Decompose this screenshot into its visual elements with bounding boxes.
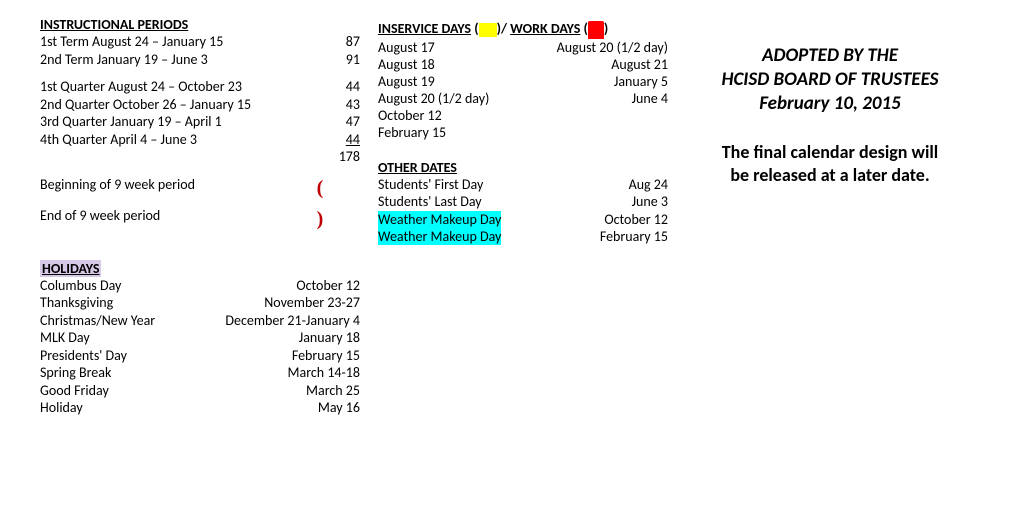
quarter-days: 44 [312,78,360,96]
yellow-swatch-icon [479,23,497,37]
end-period-row: End of 9 week period ) [40,207,360,232]
other-dates-title: OTHER DATES [378,159,668,176]
right-column: ADOPTED BY THE HCISD BOARD OF TRUSTEES F… [670,44,990,186]
adopted-line: HCISD BOARD OF TRUSTEES [670,68,990,92]
holiday-row: MLK DayJanuary 18 [40,329,360,347]
note-line: The final calendar design will [670,141,990,164]
quarter-row: 4th Quarter April 4 – June 3 44 [40,131,360,149]
other-date-row: Students' First DayAug 24 [378,176,668,194]
begin-period-row: Beginning of 9 week period ( [40,176,360,201]
quarter-days: 43 [312,96,360,114]
other-dates-list: Students' First DayAug 24 Students' Last… [378,176,668,246]
calendar-info-page: INSTRUCTIONAL PERIODS 1st Term August 24… [0,0,1018,508]
inservice-work-title: INSERVICE DAYS ()/ WORK DAYS () [378,20,668,39]
quarter-row: 1st Quarter August 24 – October 23 44 [40,78,360,96]
term-days: 87 [312,33,360,51]
quarter-row: 3rd Quarter January 19 – April 1 47 [40,113,360,131]
quarter-label: 4th Quarter April 4 – June 3 [40,131,312,149]
term-row: 1st Term August 24 – January 15 87 [40,33,360,51]
left-column: INSTRUCTIONAL PERIODS 1st Term August 24… [40,16,360,417]
inservice-work-columns: August 17 August 18 August 19 August 20 … [378,39,668,141]
holidays-title: HOLIDAYS [40,260,360,277]
quarter-label: 2nd Quarter October 26 – January 15 [40,96,312,114]
term-row: 2nd Term January 19 – June 3 91 [40,51,360,69]
begin-period-label: Beginning of 9 week period [40,176,280,201]
total-days: 178 [312,148,360,166]
inservice-date: October 12 [378,107,523,124]
middle-column: INSERVICE DAYS ()/ WORK DAYS () August 1… [378,20,668,246]
other-date-row: Weather Makeup DayFebruary 15 [378,228,668,246]
inservice-date: August 18 [378,56,523,73]
open-paren-icon: ( [317,177,324,199]
quarter-days: 44 [312,131,360,149]
holiday-row: Spring BreakMarch 14-18 [40,364,360,382]
holiday-row: Christmas/New YearDecember 21-January 4 [40,312,360,330]
quarter-label: 1st Quarter August 24 – October 23 [40,78,312,96]
inservice-date: August 19 [378,73,523,90]
work-date: June 4 [523,90,668,107]
holiday-row: ThanksgivingNovember 23-27 [40,294,360,312]
holidays-list: Columbus DayOctober 12 ThanksgivingNovem… [40,277,360,417]
work-dates: August 20 (1/2 day) August 21 January 5 … [523,39,668,141]
other-date-row: Weather Makeup DayOctober 12 [378,211,668,229]
note-line: be released at a later date. [670,164,990,187]
term-label: 2nd Term January 19 – June 3 [40,51,312,69]
holiday-row: HolidayMay 16 [40,399,360,417]
total-row: 178 [40,148,360,166]
holiday-row: Columbus DayOctober 12 [40,277,360,295]
work-date: August 20 (1/2 day) [523,39,668,56]
term-days: 91 [312,51,360,69]
adopted-line: ADOPTED BY THE [670,44,990,68]
quarter-row: 2nd Quarter October 26 – January 15 43 [40,96,360,114]
close-paren-icon: ) [317,208,324,230]
inservice-date: August 17 [378,39,523,56]
inservice-date: February 15 [378,124,523,141]
inservice-date: August 20 (1/2 day) [378,90,523,107]
red-swatch-icon [588,21,604,39]
work-date: August 21 [523,56,668,73]
work-date: January 5 [523,73,668,90]
term-label: 1st Term August 24 – January 15 [40,33,312,51]
quarter-label: 3rd Quarter January 19 – April 1 [40,113,312,131]
quarter-days: 47 [312,113,360,131]
end-period-label: End of 9 week period [40,207,280,232]
adopted-line: February 10, 2015 [670,92,990,116]
other-date-row: Students' Last DayJune 3 [378,193,668,211]
instructional-periods-title: INSTRUCTIONAL PERIODS [40,16,360,33]
inservice-dates: August 17 August 18 August 19 August 20 … [378,39,523,141]
holiday-row: Presidents' DayFebruary 15 [40,347,360,365]
holiday-row: Good FridayMarch 25 [40,382,360,400]
